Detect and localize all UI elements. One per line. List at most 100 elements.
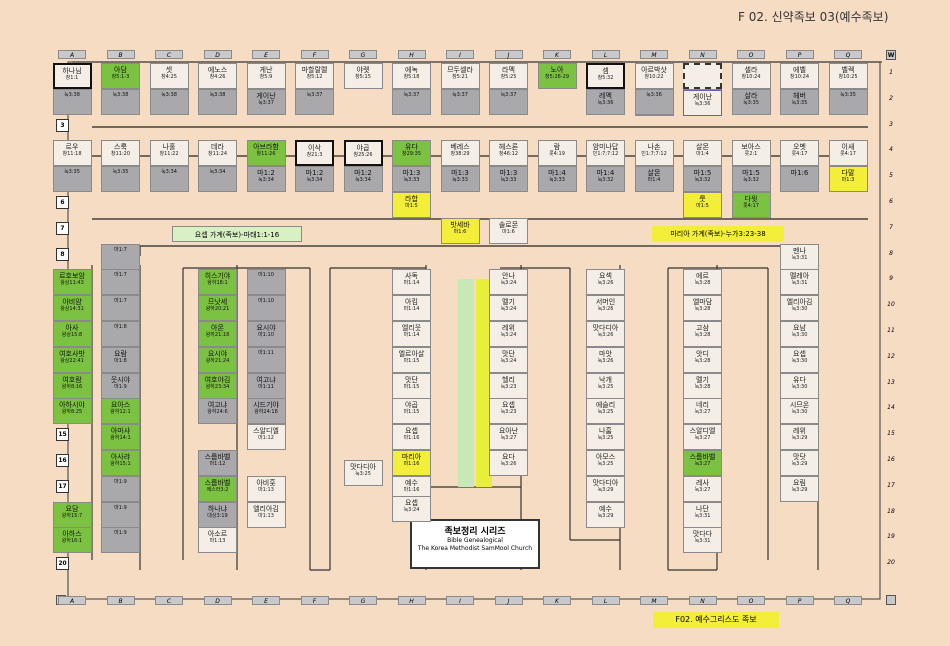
node-name: 아소르: [207, 530, 228, 539]
genealogy-node: 마1:10: [246, 295, 286, 322]
node-reference: 창5:1-3: [111, 74, 130, 80]
node-name: 맛다디아: [592, 324, 619, 332]
genealogy-node: 아하시야 왕하8:25: [52, 398, 92, 425]
node-name: 헤스론: [498, 143, 519, 152]
node-name: 아비얌: [62, 298, 82, 307]
genealogy-node: 마1:10: [246, 269, 286, 296]
node-reference: 눅3:34: [355, 177, 371, 184]
node-reference: 눅3:33: [500, 177, 517, 184]
node-reference: 창10:24: [789, 74, 809, 80]
node-reference: 마1:15: [403, 383, 420, 390]
node-reference: 눅3:28: [694, 306, 711, 313]
node-reference: 눅3:25: [355, 471, 371, 478]
node-name: 요남: [793, 324, 806, 332]
node-name: 에슬리: [595, 401, 616, 410]
genealogy-node: 이새 룻4:17: [828, 140, 868, 167]
column-header: N: [688, 50, 717, 59]
column-footer: G: [349, 596, 377, 605]
column-header: O: [737, 50, 765, 59]
node-reference: 눅3:28: [694, 383, 711, 390]
node-name: 아하시야: [59, 401, 85, 410]
genealogy-node: 아마샤 왕하14:1: [101, 424, 140, 451]
genealogy-node: 마1:3 눅3:33: [392, 166, 431, 193]
node-reference: 왕하8:16: [61, 383, 83, 390]
genealogy-node: 야곱 마1:15: [392, 398, 431, 425]
genealogy-node: 눅3:37: [295, 88, 334, 115]
row-number-right: 1: [889, 69, 893, 76]
node-name: 나훔: [599, 427, 612, 436]
genealogy-node: 노아 창5:28-29: [537, 63, 577, 89]
node-name: 노아: [550, 66, 564, 74]
column-footer: K: [543, 596, 571, 605]
genealogy-node: 요셉 눅3:24: [392, 496, 431, 523]
node-name: 여고냐: [256, 375, 276, 384]
node-reference: 왕하8:25: [61, 409, 83, 416]
genealogy-node: 마1:7: [101, 269, 140, 296]
node-reference: 마1:13: [258, 486, 274, 493]
node-name: 고삼: [696, 324, 709, 332]
node-reference: 눅3:35: [64, 169, 80, 176]
node-reference: 눅3:23: [500, 383, 517, 390]
row-number-right: 8: [889, 249, 893, 257]
row-number-right: 5: [889, 172, 893, 180]
row-number: 16: [56, 454, 69, 467]
genealogy-node: 눅3:38: [101, 88, 140, 115]
genealogy-node: 나손 민1:7;7:12: [634, 140, 674, 167]
node-reference: 눅3:38: [112, 91, 129, 98]
node-reference: 마1:15: [403, 357, 420, 364]
genealogy-node: 고삼 눅3:28: [683, 321, 722, 347]
node-name: 나손: [647, 143, 661, 152]
genealogy-node: 사독 마1:14: [392, 269, 431, 296]
node-reference: 왕하20:21: [205, 306, 230, 313]
genealogy-node: 맛다디아 눅3:25: [343, 460, 383, 487]
genealogy-node: 눅3:35: [52, 166, 92, 193]
node-reference: 눅3:30: [791, 357, 808, 364]
genealogy-node: 맛다디아 눅3:26: [586, 321, 625, 347]
genealogy-node: 밧세바 마1:6: [440, 217, 480, 244]
node-name: 마1:3: [402, 169, 421, 178]
node-name: 요섹: [599, 272, 612, 281]
column-header: F: [300, 50, 329, 59]
row-number-right: 4: [889, 146, 893, 154]
column-footer: Q: [834, 596, 862, 605]
node-name: 요셉: [502, 401, 515, 410]
node-name: 밧세바: [450, 220, 470, 229]
genealogy-node: 마할랄렐 창5:12: [295, 63, 334, 89]
genealogy-node: 마1:9: [101, 527, 140, 554]
node-name: 아하스: [62, 530, 82, 539]
column-header: G: [349, 50, 377, 59]
node-reference: 민1:7;7:12: [641, 151, 667, 158]
row-number: 20: [56, 557, 69, 571]
node-name: 레사: [696, 478, 709, 487]
genealogy-node: 여고냐 왕하24:6: [198, 398, 237, 425]
genealogy-node: 벨렉 창10:25: [828, 63, 868, 89]
genealogy-node: 눅3:34: [149, 166, 189, 193]
row-number: 6: [56, 196, 69, 209]
node-reference: 마1:8: [114, 324, 127, 330]
node-name: 요아난: [498, 427, 519, 436]
node-reference: 왕하15:1: [110, 461, 131, 467]
genealogy-node: 맛단 눅3:24: [489, 346, 528, 373]
node-name: 나홀: [162, 143, 176, 152]
node-name: 요아스: [110, 401, 131, 410]
node-reference: 왕상11:43: [60, 280, 84, 287]
genealogy-node: 레사 눅3:27: [683, 475, 722, 502]
genealogy-node: 다윗 룻4:17: [731, 192, 771, 218]
genealogy-node: 마1:11: [246, 346, 286, 373]
node-reference: 눅3:25: [597, 435, 614, 442]
node-reference: 눅3:24: [403, 507, 420, 514]
genealogy-node: 라합 마1:5: [392, 192, 431, 218]
node-reference: 마1:9: [114, 504, 127, 511]
genealogy-node: 맛다디아 눅3:29: [586, 475, 625, 502]
genealogy-node: 이삭 창21:3: [295, 140, 334, 167]
node-reference: 눅3:38: [64, 91, 80, 98]
column-footer: M: [640, 596, 668, 605]
genealogy-node: 마1:5 눅3:32: [731, 166, 771, 193]
node-reference: 마1:11: [258, 383, 274, 390]
genealogy-node: 마1:6: [780, 166, 819, 193]
node-name: 암미나답: [592, 143, 619, 152]
genealogy-node: 엘리웃 마1:14: [392, 321, 431, 347]
node-name: 스룹바벨: [204, 478, 231, 487]
genealogy-node: 눅3:37: [489, 88, 528, 115]
node-name: 요람: [114, 349, 127, 358]
